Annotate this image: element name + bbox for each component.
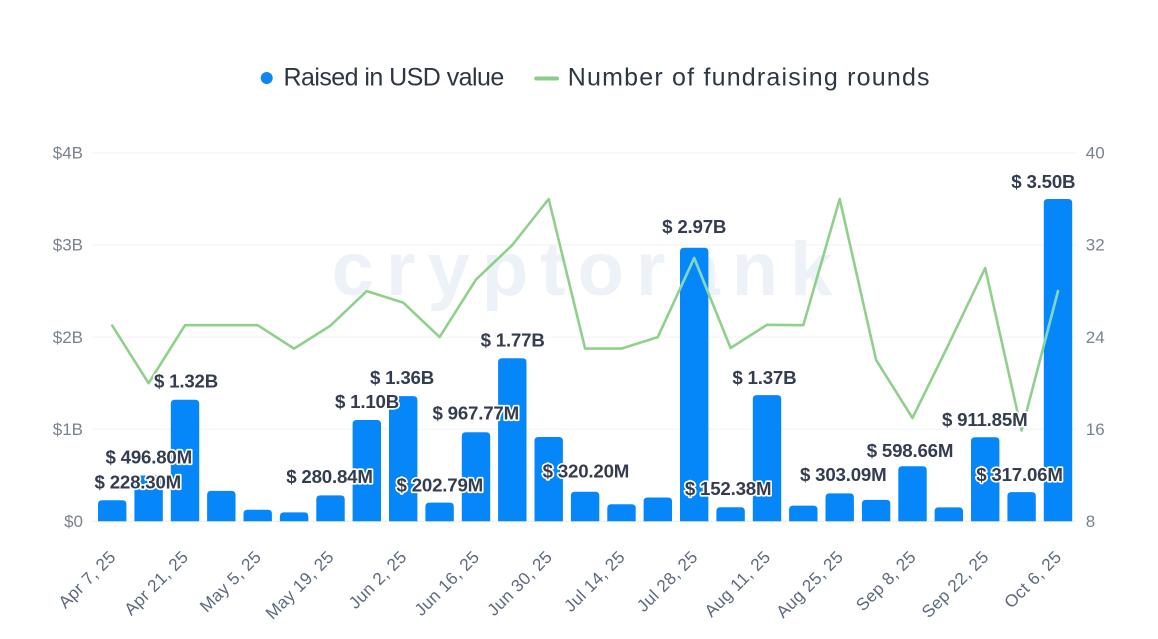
svg-text:$ 2.97B: $ 2.97B — [662, 216, 726, 237]
svg-text:32: 32 — [1086, 236, 1105, 255]
svg-text:$ 317.06M: $ 317.06M — [976, 464, 1063, 485]
svg-text:Number of fundraising rounds: Number of fundraising rounds — [568, 64, 931, 92]
svg-text:$ 280.84M: $ 280.84M — [286, 466, 373, 487]
svg-text:May 5, 25: May 5, 25 — [196, 547, 265, 616]
svg-text:$ 1.10B: $ 1.10B — [335, 391, 399, 412]
svg-text:$ 496.80M: $ 496.80M — [105, 447, 192, 468]
svg-text:cryptorank: cryptorank — [332, 227, 845, 312]
svg-text:8: 8 — [1086, 512, 1095, 531]
svg-text:$ 1.32B: $ 1.32B — [154, 371, 218, 392]
svg-text:Jun 16, 25: Jun 16, 25 — [410, 547, 483, 620]
svg-text:$ 1.36B: $ 1.36B — [370, 367, 434, 388]
svg-text:Jun 2, 25: Jun 2, 25 — [344, 547, 410, 613]
svg-text:16: 16 — [1086, 420, 1105, 439]
svg-text:Sep 22, 25: Sep 22, 25 — [917, 547, 992, 622]
svg-text:$ 202.79M: $ 202.79M — [397, 475, 484, 496]
svg-text:$ 598.66M: $ 598.66M — [867, 440, 954, 461]
svg-text:Sep 8, 25: Sep 8, 25 — [852, 547, 920, 615]
svg-text:Oct 6, 25: Oct 6, 25 — [1000, 547, 1065, 612]
svg-text:Raised in USD value: Raised in USD value — [284, 64, 504, 92]
svg-text:Aug 25, 25: Aug 25, 25 — [772, 547, 847, 622]
svg-text:24: 24 — [1086, 328, 1105, 347]
svg-text:Jul 14, 25: Jul 14, 25 — [560, 547, 629, 616]
svg-text:$ 911.85M: $ 911.85M — [942, 409, 1027, 430]
svg-text:$3B: $3B — [53, 236, 83, 255]
svg-text:$ 152.38M: $ 152.38M — [685, 478, 772, 499]
svg-text:$ 303.09M: $ 303.09M — [800, 464, 887, 485]
svg-text:$ 228.30M: $ 228.30M — [95, 471, 182, 492]
svg-text:$0: $0 — [64, 512, 83, 531]
svg-text:$2B: $2B — [53, 328, 83, 347]
svg-text:$ 967.77M: $ 967.77M — [432, 403, 519, 424]
svg-text:$1B: $1B — [53, 420, 83, 439]
svg-text:$4B: $4B — [53, 144, 83, 163]
svg-text:$ 3.50B: $ 3.50B — [1011, 171, 1075, 192]
svg-text:Aug 11, 25: Aug 11, 25 — [700, 547, 774, 621]
svg-text:$ 320.20M: $ 320.20M — [543, 461, 630, 482]
svg-text:$ 1.77B: $ 1.77B — [481, 329, 545, 350]
svg-text:40: 40 — [1086, 144, 1105, 163]
svg-text:Apr 7, 25: Apr 7, 25 — [54, 547, 119, 612]
svg-text:Jul 28, 25: Jul 28, 25 — [633, 547, 702, 616]
svg-text:Apr 21, 25: Apr 21, 25 — [120, 547, 192, 619]
svg-text:May 19, 25: May 19, 25 — [261, 547, 337, 623]
svg-text:$ 1.37B: $ 1.37B — [732, 367, 796, 388]
svg-text:Jun 30, 25: Jun 30, 25 — [483, 547, 556, 620]
